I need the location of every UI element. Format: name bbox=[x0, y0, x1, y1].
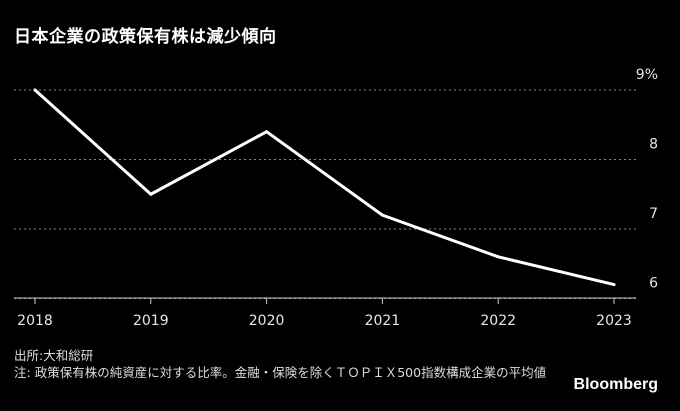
data-point bbox=[265, 130, 269, 134]
y-tick-label: 9% bbox=[636, 67, 658, 83]
y-tick-label: 8 bbox=[649, 137, 658, 153]
series-line bbox=[33, 88, 616, 287]
bloomberg-logo: Bloomberg bbox=[573, 376, 658, 393]
y-tick-label: 6 bbox=[649, 276, 658, 292]
y-tick-label: 7 bbox=[649, 206, 658, 222]
chart-title: 日本企業の政策保有株は減少傾向 bbox=[14, 27, 277, 47]
data-point bbox=[149, 192, 153, 196]
data-point bbox=[33, 88, 37, 92]
x-tick-label: 2023 bbox=[596, 313, 632, 329]
data-point bbox=[612, 283, 616, 287]
note-text: 政策保有株の純資産に対する比率。金融・保険を除くＴＯＰＩＸ500指数構成企業の平… bbox=[34, 365, 547, 380]
x-tick-label: 2019 bbox=[133, 313, 169, 329]
series-group bbox=[33, 88, 616, 287]
x-tick-label: 2020 bbox=[249, 313, 285, 329]
data-point bbox=[496, 255, 500, 259]
x-axis-ticks: 2018 2019 2020 2021 2022 2023 bbox=[17, 298, 632, 329]
x-tick-label: 2021 bbox=[365, 313, 401, 329]
source-notes: 出所:大和総研 注: 政策保有株の純資産に対する比率。金融・保険を除くＴＯＰＩＸ… bbox=[14, 347, 555, 381]
data-point bbox=[380, 213, 384, 217]
note-line: 注: 政策保有株の純資産に対する比率。金融・保険を除くＴＯＰＩＸ500指数構成企… bbox=[14, 364, 555, 381]
note-label: 注: bbox=[14, 365, 31, 380]
x-tick-label: 2018 bbox=[17, 313, 53, 329]
source-line: 出所:大和総研 bbox=[14, 348, 94, 363]
y-axis-labels: 6 7 8 9% bbox=[636, 67, 658, 292]
x-tick-label: 2022 bbox=[480, 313, 516, 329]
